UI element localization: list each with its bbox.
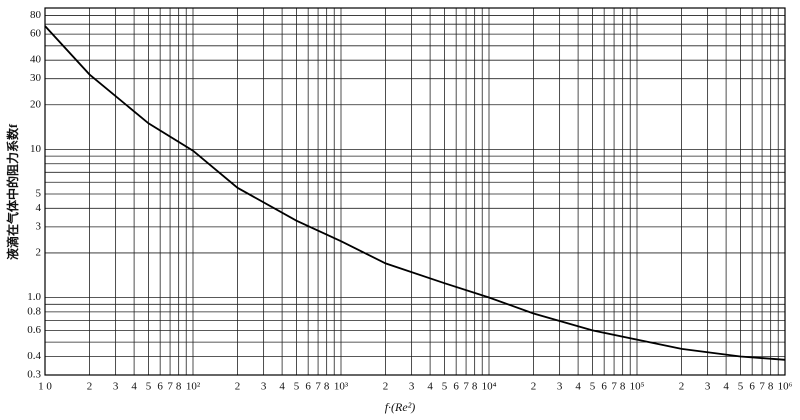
y-tick-label: 0.6 — [27, 324, 41, 336]
x-tick-label: 6 — [749, 381, 755, 393]
curve — [44, 25, 786, 361]
x-tick-label: 6 — [305, 381, 311, 393]
x-tick-label: 8 — [176, 381, 182, 393]
x-tick-label: 5 — [590, 381, 596, 393]
x-tick-label: 4 — [279, 381, 285, 393]
x-tick-label: 10⁶ — [778, 381, 793, 393]
y-tick-label: 1.0 — [27, 291, 41, 303]
y-tick-label: 0.8 — [27, 305, 41, 317]
x-tick-label: 5 — [146, 381, 152, 393]
x-tick-label: 7 — [759, 381, 765, 393]
x-tick-label: 3 — [113, 381, 119, 393]
y-tick-label: 3 — [36, 220, 42, 232]
x-tick-label: 10³ — [334, 381, 349, 393]
y-tick-label: 60 — [30, 28, 42, 40]
y-tick-label: 0.3 — [27, 369, 41, 381]
x-tick-label: 4 — [723, 381, 729, 393]
x-tick-label: 2 — [87, 381, 93, 393]
x-tick-label: 2 — [383, 381, 389, 393]
x-tick-label: 4 — [131, 381, 137, 393]
x-tick-label: 8 — [472, 381, 478, 393]
x-tick-label: 7 — [463, 381, 469, 393]
plot-frame — [44, 7, 786, 376]
x-tick-label: 5 — [738, 381, 744, 393]
x-tick-label: 4 — [427, 381, 433, 393]
x-tick-label: 8 — [620, 381, 626, 393]
y-tick-label: 80 — [30, 9, 42, 21]
x-tick-label: 3 — [261, 381, 267, 393]
x-tick-label: 5 — [294, 381, 300, 393]
x-tick-label: 4 — [575, 381, 581, 393]
y-tick-label: 20 — [30, 98, 42, 110]
x-tick-label: 2 — [679, 381, 685, 393]
x-tick-label: 8 — [768, 381, 774, 393]
x-tick-label: 8 — [324, 381, 330, 393]
x-tick-label: 10⁵ — [630, 381, 645, 393]
x-tick-label: 7 — [167, 381, 173, 393]
x-axis-label: f·(Re²) — [385, 400, 416, 414]
x-tick-label: 10² — [186, 381, 201, 393]
x-tick-label: 1 0 — [38, 381, 52, 393]
y-tick-label: 5 — [36, 188, 42, 200]
x-tick-label: 3 — [705, 381, 711, 393]
x-tick-label: 7 — [611, 381, 617, 393]
y-tick-label: 4 — [36, 202, 42, 214]
x-tick-label: 2 — [531, 381, 537, 393]
y-tick-label: 10 — [30, 143, 42, 155]
x-tick-label: 3 — [409, 381, 415, 393]
x-tick-label: 6 — [601, 381, 607, 393]
x-tick-label: 5 — [442, 381, 448, 393]
x-tick-label: 6 — [453, 381, 459, 393]
x-tick-label: 6 — [157, 381, 163, 393]
x-tick-label: 7 — [315, 381, 321, 393]
y-axis-label: 液滴在气体中的阻力系数f — [5, 123, 20, 260]
y-tick-label: 30 — [30, 72, 42, 84]
x-tick-label: 3 — [557, 381, 563, 393]
y-tick-label: 2 — [36, 246, 42, 258]
y-tick-label: 40 — [30, 54, 42, 66]
x-tick-label: 2 — [235, 381, 241, 393]
x-tick-label: 10⁴ — [482, 381, 497, 393]
y-tick-label: 0.4 — [27, 350, 41, 362]
